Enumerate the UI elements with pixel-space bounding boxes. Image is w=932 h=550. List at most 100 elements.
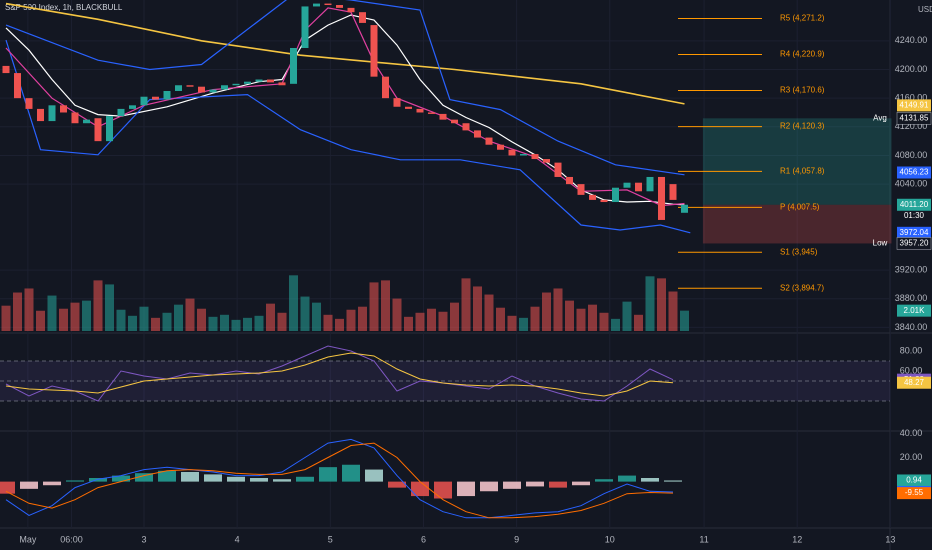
y-tick-label: 4200.00 xyxy=(895,64,928,74)
x-tick-label: 9 xyxy=(514,534,519,544)
candle xyxy=(566,176,573,185)
candle xyxy=(497,144,504,150)
volume-bar xyxy=(599,312,609,331)
candle xyxy=(405,106,412,109)
macd-histogram-bar xyxy=(388,481,406,488)
rsi-tick-label: 60.00 xyxy=(900,365,923,375)
macd-histogram-bar xyxy=(20,481,38,489)
volume-label-bg xyxy=(897,304,931,317)
volume-bar xyxy=(323,314,333,331)
macd-histogram-bar xyxy=(503,481,521,489)
volume-bar xyxy=(392,298,402,331)
volume-label: 2.01K xyxy=(904,306,926,315)
macd-histogram-bar xyxy=(319,467,337,482)
candle xyxy=(520,154,527,156)
candle xyxy=(163,90,171,100)
price-label: 4011.20 xyxy=(900,200,929,209)
volume-bar xyxy=(576,308,586,331)
volume-bar xyxy=(174,304,183,331)
candle xyxy=(278,82,286,86)
candle xyxy=(462,123,470,131)
price-label-bg xyxy=(897,198,931,211)
macd-line xyxy=(5,438,674,519)
macd-histogram-bar xyxy=(181,471,199,482)
price-label-bg xyxy=(897,166,931,179)
volume-bar xyxy=(208,316,218,331)
macd-histogram-bar xyxy=(296,476,314,482)
macd-histogram-bar xyxy=(641,478,659,482)
price-label: 3957.20 xyxy=(900,239,929,248)
y-tick-label: 4240.00 xyxy=(895,35,928,45)
volume-bar xyxy=(358,306,367,331)
volume-bar xyxy=(622,301,632,331)
target-zone xyxy=(702,118,892,205)
x-tick-label: 10 xyxy=(605,534,615,544)
candle xyxy=(301,6,309,49)
pivot-label: S1 (3,945) xyxy=(780,247,818,256)
x-tick-label: 4 xyxy=(235,534,240,544)
x-tick-label: 3 xyxy=(141,534,146,544)
candle xyxy=(543,159,550,163)
macd-label-bg xyxy=(897,474,931,487)
volume-bar xyxy=(346,309,356,331)
chart-title: S&P 500 Index, 1h, BLACKBULL xyxy=(5,3,123,12)
candle xyxy=(646,176,654,192)
candle xyxy=(60,105,67,113)
rsi-label: 48.27 xyxy=(904,378,925,387)
candle xyxy=(140,96,148,106)
price-label: 4056.23 xyxy=(900,168,929,177)
macd-histogram-bar xyxy=(0,481,15,494)
x-tick-label: 13 xyxy=(885,534,895,544)
candle xyxy=(681,204,688,213)
price-label-bg xyxy=(897,226,931,239)
volume-bar xyxy=(668,291,678,331)
candle xyxy=(669,184,677,200)
macd-label: 0.94 xyxy=(906,476,922,485)
volume-bar xyxy=(243,317,252,331)
macd-histogram-bar xyxy=(664,480,682,482)
candle xyxy=(451,119,458,124)
macd-histogram-bar xyxy=(112,475,130,482)
pivot-label: R5 (4,271.2) xyxy=(780,14,825,23)
rsi-tick-label: 80.00 xyxy=(900,345,923,355)
pivot-label: R1 (4,057.8) xyxy=(780,166,825,175)
volume-bar xyxy=(588,304,597,331)
pivot-label: R4 (4,220.9) xyxy=(780,50,825,59)
volume-bar xyxy=(277,312,287,331)
price-label-tag: Avg xyxy=(873,113,887,122)
candle xyxy=(658,176,665,220)
volume-bar xyxy=(70,302,80,331)
candle xyxy=(370,25,378,77)
candle xyxy=(152,96,159,100)
volume-bar xyxy=(450,302,459,331)
candle xyxy=(600,199,608,203)
candle xyxy=(313,3,320,7)
volume-bar xyxy=(47,295,57,331)
y-tick-label: 4040.00 xyxy=(895,179,928,189)
volume-bar xyxy=(507,315,517,331)
y-tick-label: 4120.00 xyxy=(895,121,928,131)
volume-bar xyxy=(197,308,206,331)
x-tick-label: 12 xyxy=(792,534,802,544)
x-tick-label: May xyxy=(19,534,37,544)
macd-histogram-bar xyxy=(158,470,176,482)
candle xyxy=(244,81,251,84)
price-label-bg xyxy=(896,237,932,250)
price-label: 4149.91 xyxy=(900,100,929,109)
volume-bar xyxy=(335,318,344,331)
volume-bar xyxy=(116,309,126,331)
indicator-line xyxy=(5,39,691,234)
volume-bar xyxy=(427,308,436,331)
macd-histogram-bar xyxy=(273,479,291,482)
price-label-tag: Low xyxy=(873,239,888,248)
candle xyxy=(232,83,240,86)
candle xyxy=(117,108,125,117)
macd-histogram-bar xyxy=(480,481,498,492)
volume-bar xyxy=(438,311,448,331)
candle xyxy=(83,119,90,124)
macd-histogram-bar xyxy=(342,464,360,482)
pivot-label: R3 (4,170.6) xyxy=(780,86,825,95)
volume-bar xyxy=(266,303,275,331)
volume-bar xyxy=(645,276,655,331)
